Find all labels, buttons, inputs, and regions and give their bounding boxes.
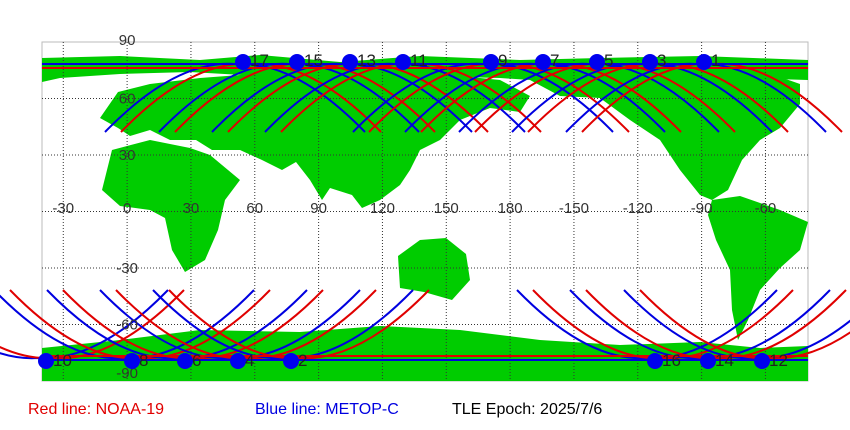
pass-marker (589, 54, 605, 70)
pass-marker (395, 54, 411, 70)
australia (398, 238, 470, 300)
pass-marker (483, 54, 499, 70)
track (532, 289, 794, 360)
pass-label: 7 (550, 51, 559, 70)
pass-label: 1 (711, 51, 720, 70)
lon-label: 60 (246, 200, 263, 217)
pass-label: 16 (662, 351, 681, 370)
track (9, 289, 271, 360)
lon-label: -90 (691, 200, 713, 217)
map-frame: -30 0 30 60 90 120 150 180 -150 -120 -90 -60 90 60 30 -… (0, 32, 850, 382)
lon-label: -60 (755, 200, 777, 217)
lat-label: 30 (119, 147, 136, 164)
graticule-labels: -30 0 30 60 90 120 150 180 -150 -120 -90 -60 90 60 30 -… (52, 32, 776, 382)
track (62, 289, 324, 360)
lon-label: -30 (52, 200, 74, 217)
pass-label: 5 (604, 51, 613, 70)
lon-label: 90 (310, 200, 327, 217)
pass-label: 13 (357, 51, 376, 70)
pass-marker (177, 353, 193, 369)
pass-label: 9 (498, 51, 507, 70)
track (639, 289, 850, 360)
pass-marker (696, 54, 712, 70)
pass-marker (647, 353, 663, 369)
pass-marker (700, 353, 716, 369)
arctic-land (42, 55, 808, 84)
pass-marker (535, 54, 551, 70)
pass-marker (124, 353, 140, 369)
pass-label: 17 (250, 51, 269, 70)
lon-label: -150 (559, 200, 589, 217)
pass-label: 3 (657, 51, 666, 70)
pass-marker (38, 353, 54, 369)
lon-label: 30 (183, 200, 200, 217)
satellite-tracks (0, 62, 850, 361)
pass-marker (283, 353, 299, 369)
lat-label: -90 (116, 365, 138, 382)
pass-label: 11 (410, 51, 428, 70)
tle-epoch: TLE Epoch: 2025/7/6 (452, 401, 602, 418)
legend-red: Red line: NOAA-19 (28, 401, 164, 418)
pass-label: 12 (769, 351, 788, 370)
pass-marker (230, 353, 246, 369)
pass-marker (289, 54, 305, 70)
lat-label: -30 (116, 260, 138, 277)
track (115, 289, 377, 360)
pass-label: 4 (245, 351, 254, 370)
north-america (530, 70, 800, 200)
pass-label: 10 (53, 351, 72, 370)
lat-label: 90 (119, 32, 136, 49)
pass-label: 2 (298, 351, 307, 370)
lon-label: 120 (370, 200, 395, 217)
lat-label: 60 (119, 91, 136, 108)
lon-label: -120 (623, 200, 653, 217)
pass-markers: 17 15 13 11 9 7 5 3 1 10 8 6 4 2 16 14 12 (38, 51, 788, 370)
eurasia (100, 72, 530, 208)
pass-marker (754, 353, 770, 369)
pass-label: 6 (192, 351, 201, 370)
pass-label: 14 (715, 351, 734, 370)
south-america (708, 196, 808, 340)
lon-label: 150 (434, 200, 459, 217)
track (168, 289, 430, 360)
pass-label: 8 (139, 351, 148, 370)
track (585, 289, 847, 360)
africa (102, 140, 240, 272)
pass-marker (235, 54, 251, 70)
lat-label: -60 (116, 317, 138, 334)
legend-blue: Blue line: METOP-C (255, 401, 399, 418)
pass-marker (342, 54, 358, 70)
pass-marker (642, 54, 658, 70)
lon-label: 180 (498, 200, 523, 217)
lon-label: 0 (123, 200, 131, 217)
pass-label: 15 (304, 51, 323, 70)
